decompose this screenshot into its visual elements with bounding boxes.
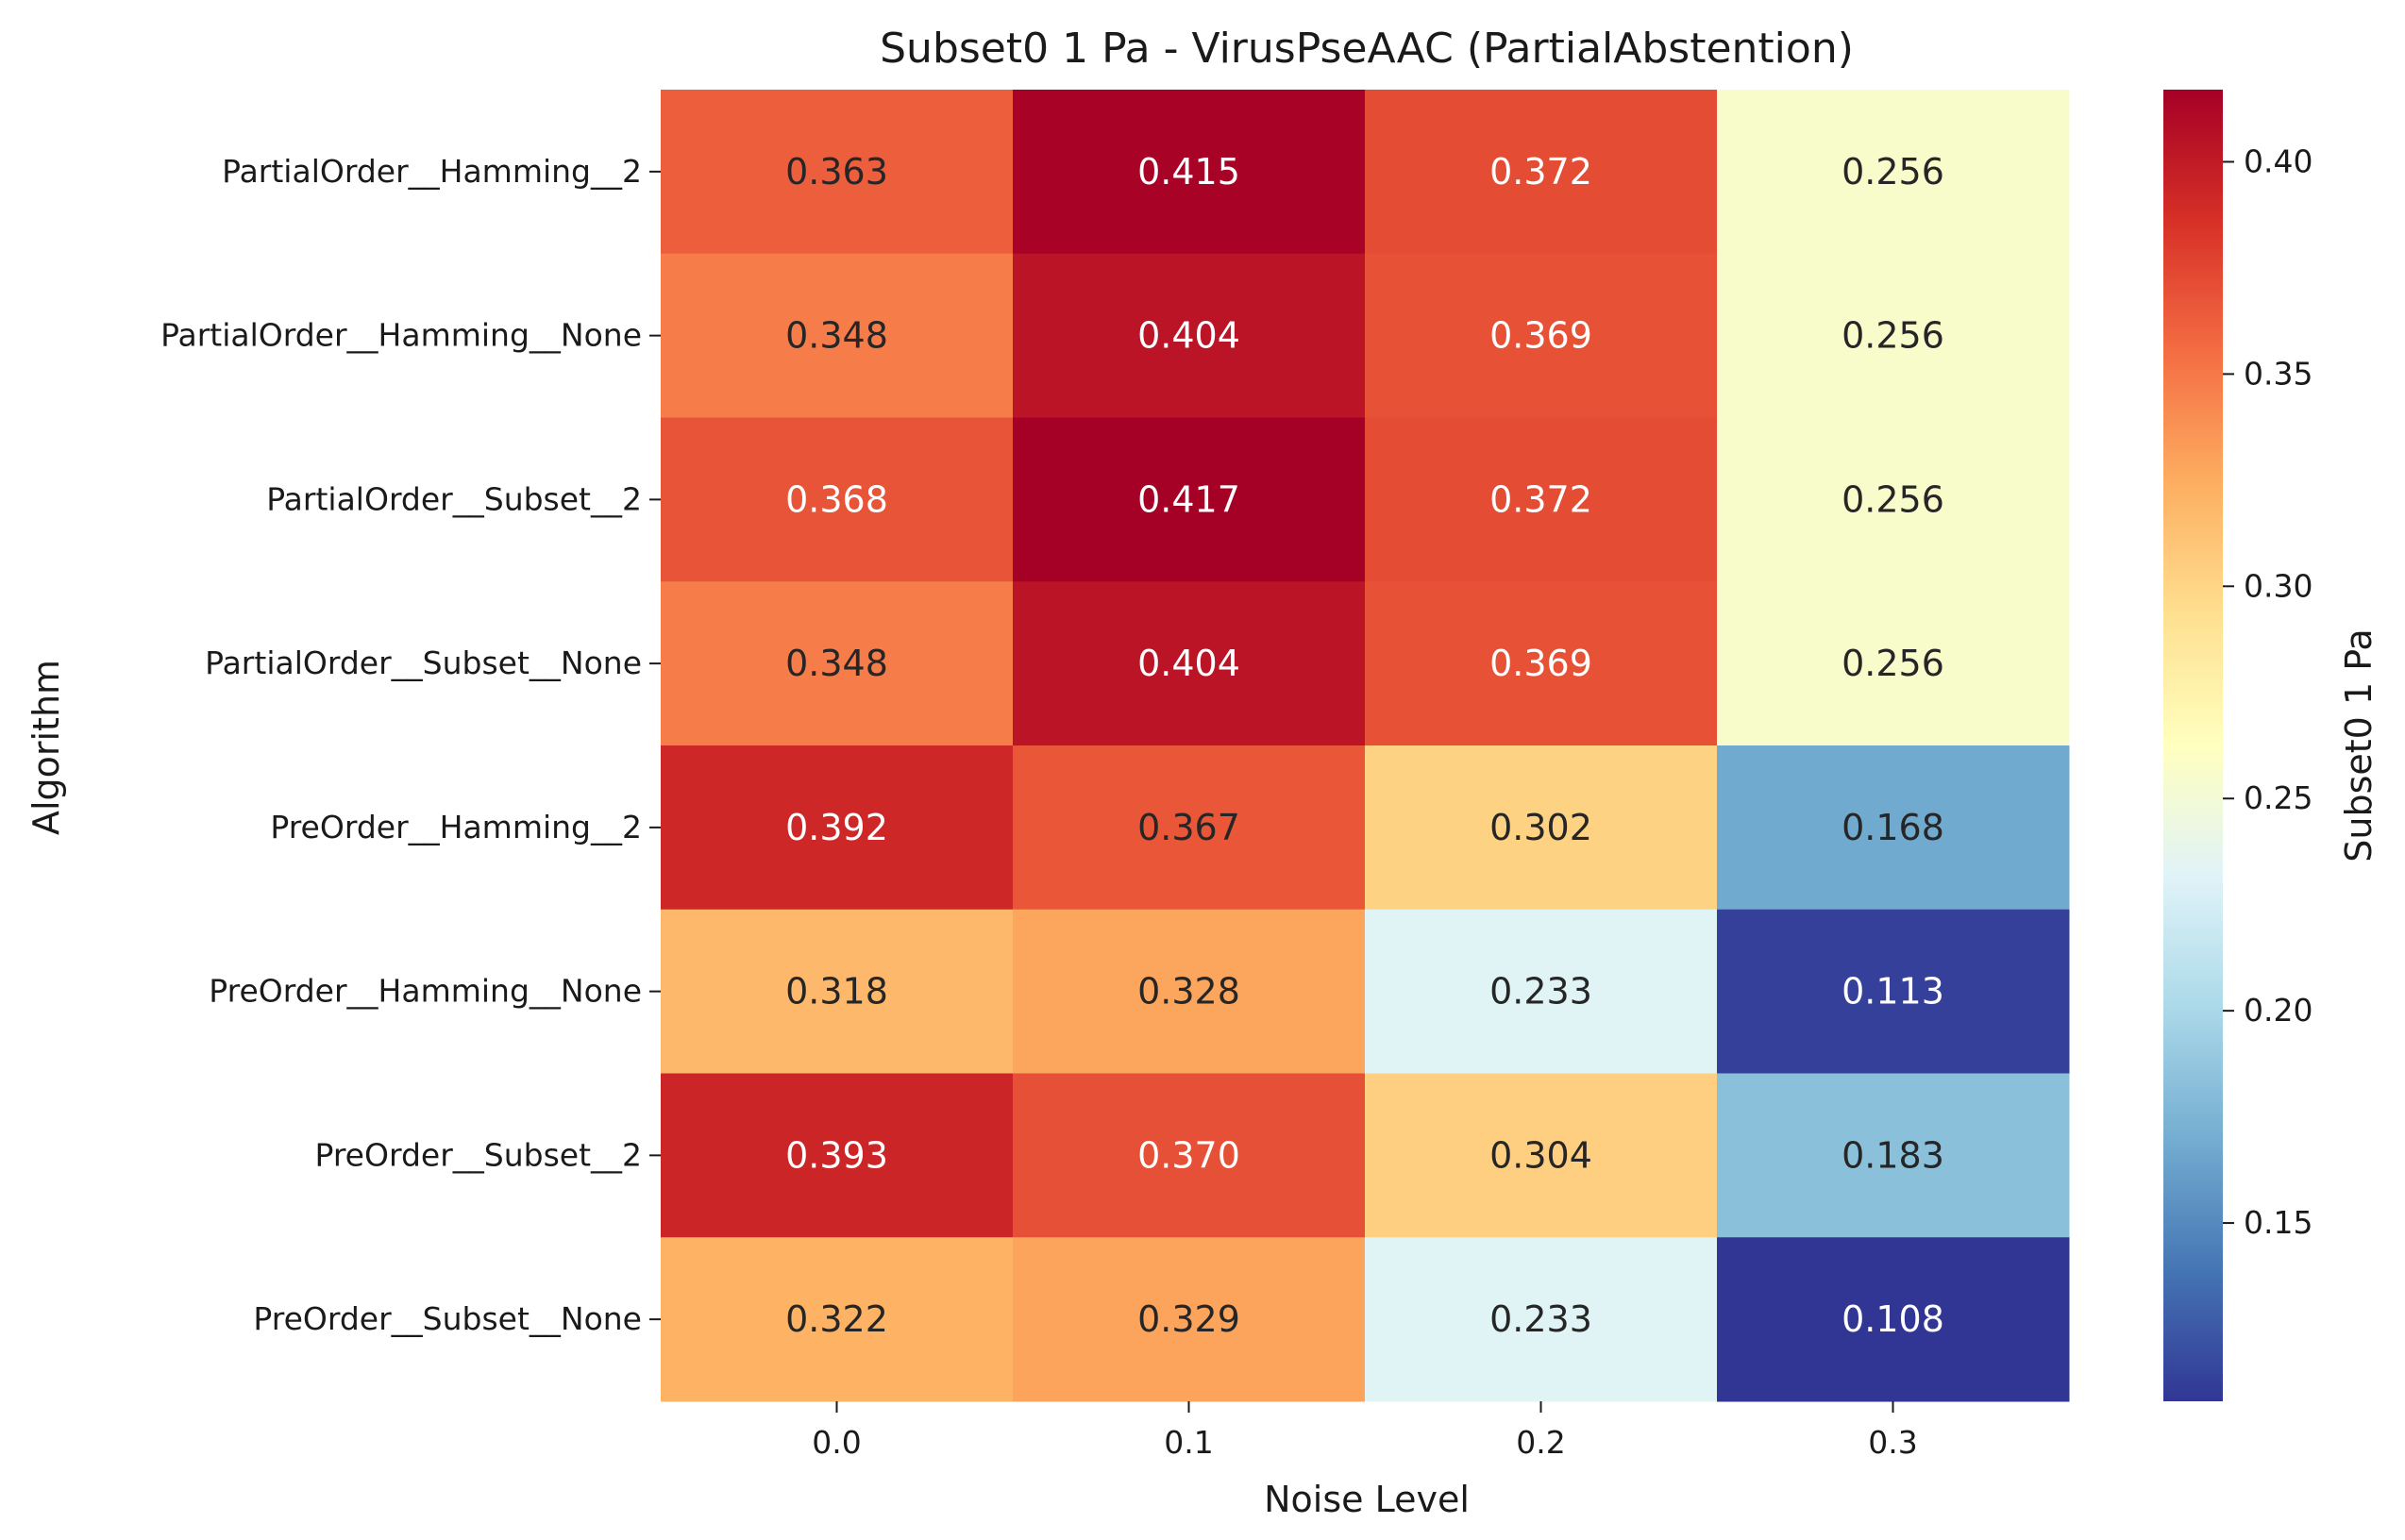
cell-value-label: 0.256 [1842,151,1944,192]
heatmap-cell [1013,909,1366,1074]
cell-value-label: 0.369 [1489,315,1592,357]
colorbar-gradient [2163,90,2223,1401]
cell-value-label: 0.256 [1842,478,1944,520]
chart-title: Subset0 1 Pa - VirusPseAAC (PartialAbste… [880,25,1854,73]
heatmap-cell [1717,581,2070,746]
colorbar-label: Subset0 1 Pa [2338,628,2380,862]
heatmap-cell [1365,417,1718,582]
cell-value-label: 0.404 [1137,315,1240,357]
cell-value-label: 0.369 [1489,643,1592,684]
heatmap-cell [1013,253,1366,418]
heatmap-cell [1365,909,1718,1074]
x-tick-label: 0.3 [1868,1424,1917,1461]
cell-value-label: 0.304 [1489,1134,1592,1176]
y-tick-label: PartialOrder__Hamming__None [160,317,642,354]
heatmap-cell [1013,581,1366,746]
cell-value-label: 0.404 [1137,643,1240,684]
heatmap-cell [661,90,1014,255]
y-axis-ticks: PartialOrder__Hamming__2 PartialOrder__Ha… [160,153,661,1337]
colorbar-tick-label: 0.40 [2244,142,2312,179]
y-tick-label: PreOrder__Hamming__2 [270,809,642,845]
x-axis-label: Noise Level [1264,1479,1470,1520]
colorbar-ticks: 0.15 0.20 0.25 0.30 0.35 0.40 [2223,142,2312,1241]
cell-value-label: 0.233 [1489,971,1592,1013]
colorbar-tick-label: 0.20 [2244,992,2312,1029]
heatmap-cell [1717,745,2070,911]
y-tick-label: PreOrder__Hamming__None [209,973,642,1010]
heatmap-cell [1365,1073,1718,1238]
x-tick-label: 0.0 [812,1424,861,1461]
x-tick-label: 0.1 [1164,1424,1213,1461]
y-tick-label: PartialOrder__Subset__2 [266,480,642,517]
heatmap-cell [1365,1237,1718,1402]
heatmap-cell [1365,745,1718,911]
heatmap-cell [661,745,1014,911]
heatmap-cell [661,1073,1014,1238]
heatmap-cell [661,581,1014,746]
y-tick-label: PartialOrder__Hamming__2 [222,153,642,190]
cell-value-label: 0.417 [1137,478,1240,520]
heatmap-cell [1365,90,1718,255]
heatmap-cell [1717,1073,2070,1238]
heatmap-cell [1717,1237,2070,1402]
y-tick-label: PreOrder__Subset__2 [315,1136,642,1173]
colorbar-tick-label: 0.30 [2244,567,2312,604]
cell-value-label: 0.328 [1137,971,1240,1013]
heatmap-cell [661,909,1014,1074]
x-axis-ticks: 0.0 0.1 0.2 0.3 [812,1401,1918,1461]
colorbar-tick-label: 0.35 [2244,355,2312,392]
heatmap-cell [1013,417,1366,582]
y-tick-label: PartialOrder__Subset__None [205,644,642,681]
cell-value-label: 0.256 [1842,315,1944,357]
heatmap-cell [1013,745,1366,911]
cell-value-label: 0.329 [1137,1298,1240,1340]
cell-value-label: 0.368 [785,478,888,520]
heatmap-cell [1013,90,1366,255]
cell-value-label: 0.233 [1489,1298,1592,1340]
heatmap-cells: 0.363 0.415 0.372 0.256 0.348 0.404 0.369 0.256… [661,90,2070,1402]
y-tick-label: PreOrder__Subset__None [253,1300,642,1337]
colorbar-tick-label: 0.25 [2244,779,2312,816]
heatmap-cell [1717,417,2070,582]
cell-value-label: 0.372 [1489,151,1592,192]
heatmap-cell [661,417,1014,582]
cell-value-label: 0.415 [1137,151,1240,192]
cell-value-label: 0.393 [785,1134,888,1176]
cell-value-label: 0.318 [785,971,888,1013]
cell-value-label: 0.183 [1842,1134,1944,1176]
heatmap-cell [1365,581,1718,746]
y-axis-label: Algorithm [25,660,67,835]
heatmap-cell [1717,909,2070,1074]
cell-value-label: 0.302 [1489,807,1592,848]
cell-value-label: 0.370 [1137,1134,1240,1176]
cell-value-label: 0.113 [1842,971,1944,1013]
cell-value-label: 0.256 [1842,643,1944,684]
cell-value-label: 0.348 [785,315,888,357]
heatmap-cell [661,1237,1014,1402]
x-tick-label: 0.2 [1516,1424,1565,1461]
heatmap-cell [661,253,1014,418]
heatmap-cell [1013,1073,1366,1238]
cell-value-label: 0.363 [785,151,888,192]
cell-value-label: 0.348 [785,643,888,684]
heatmap-cell [1013,1237,1366,1402]
heatmap-cell [1717,253,2070,418]
cell-value-label: 0.392 [785,807,888,848]
colorbar-tick-label: 0.15 [2244,1204,2312,1241]
cell-value-label: 0.108 [1842,1298,1944,1340]
cell-value-label: 0.322 [785,1298,888,1340]
cell-value-label: 0.372 [1489,478,1592,520]
colorbar: 0.15 0.20 0.25 0.30 0.35 0.40 Subset0 1 Pa [2163,90,2380,1401]
cell-value-label: 0.367 [1137,807,1240,848]
heatmap-cell [1717,90,2070,255]
cell-value-label: 0.168 [1842,807,1944,848]
heatmap-cell [1365,253,1718,418]
